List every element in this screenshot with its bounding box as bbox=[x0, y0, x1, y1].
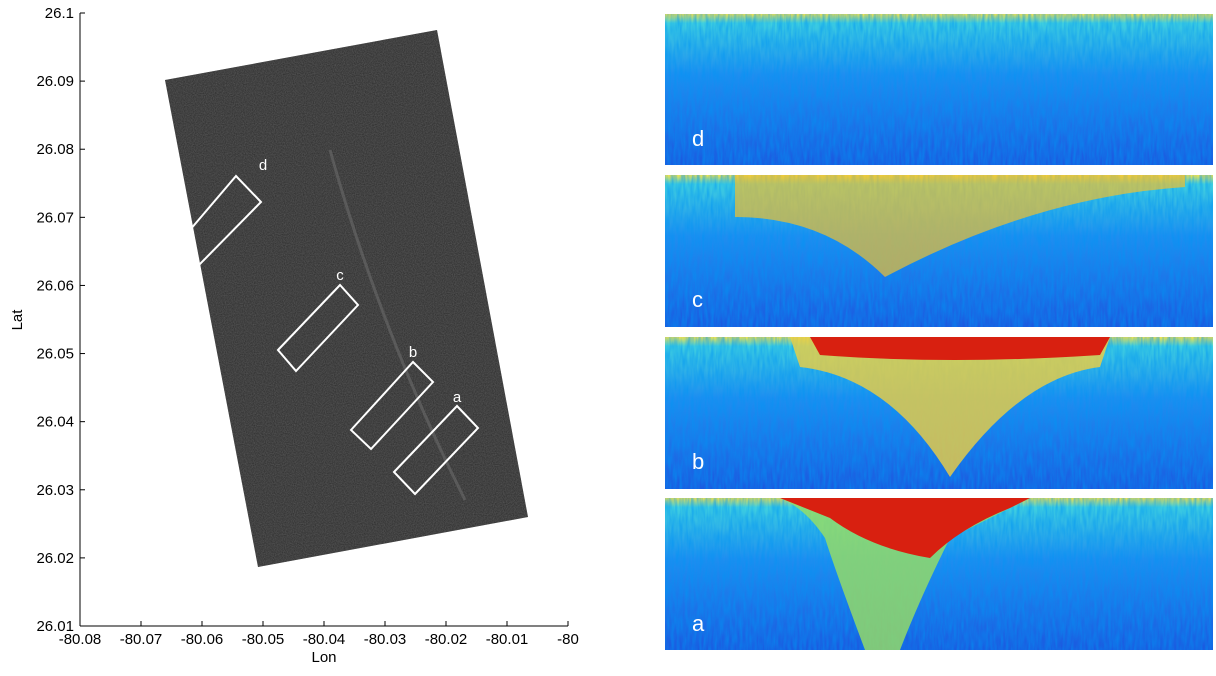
box-label: d bbox=[259, 157, 267, 174]
panel-label: d bbox=[692, 126, 704, 151]
y-tick-label: 26.1 bbox=[45, 5, 74, 22]
x-tick-label: -80.06 bbox=[181, 631, 224, 648]
y-tick-label: 26.03 bbox=[36, 482, 74, 499]
y-tick-label: 26.07 bbox=[36, 209, 74, 226]
box-label: c bbox=[336, 267, 344, 284]
y-tick-label: 26.08 bbox=[36, 141, 74, 158]
panels bbox=[665, 14, 1213, 650]
y-tick-label: 26.04 bbox=[36, 414, 74, 431]
x-tick-label: -80.02 bbox=[425, 631, 468, 648]
box-label: b bbox=[409, 344, 417, 361]
x-tick-label: -80.05 bbox=[242, 631, 285, 648]
region-boxes bbox=[176, 174, 480, 496]
x-tick-label: -80.03 bbox=[364, 631, 407, 648]
y-tick-label: 26.01 bbox=[36, 618, 74, 635]
x-tick-label: -80.01 bbox=[486, 631, 529, 648]
x-tick-label: -80 bbox=[557, 631, 579, 648]
box-label: a bbox=[453, 389, 462, 406]
panel-label: a bbox=[692, 611, 705, 636]
y-tick-label: 26.02 bbox=[36, 550, 74, 567]
sar-image bbox=[165, 30, 528, 567]
y-axis-label: Lat bbox=[9, 309, 26, 331]
x-tick-label: -80.08 bbox=[59, 631, 102, 648]
y-tick-label: 26.05 bbox=[36, 346, 74, 363]
panel-label: c bbox=[692, 287, 703, 312]
panel-label: b bbox=[692, 449, 704, 474]
x-tick-label: -80.07 bbox=[120, 631, 163, 648]
x-axis-label: Lon bbox=[311, 649, 336, 666]
y-tick-label: 26.06 bbox=[36, 277, 74, 294]
y-tick-label: 26.09 bbox=[36, 73, 74, 90]
x-tick-label: -80.04 bbox=[303, 631, 346, 648]
